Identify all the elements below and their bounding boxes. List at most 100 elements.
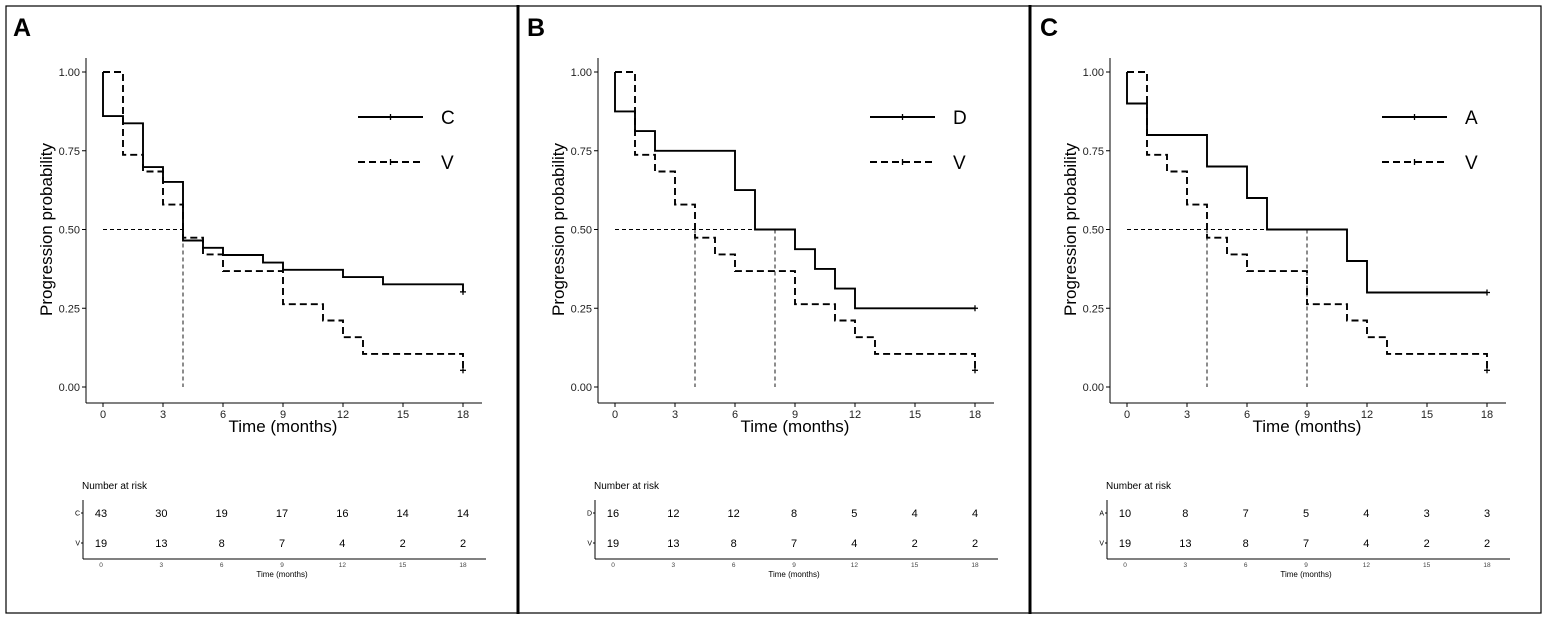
x-tick-label: 18 [457, 409, 469, 421]
panel-a-km-plot: 0.00 0.25 0.50 0.75 1.00 0 3 6 9 12 15 18 Time (mont… [37, 58, 482, 436]
risk-count: 30 [155, 508, 167, 520]
risk-stratum-label: C [75, 511, 80, 518]
y-tick-label: 0.00 [571, 382, 592, 394]
km-curve-v-dashed [1127, 71, 1488, 371]
y-tick-label: 0.25 [1083, 303, 1104, 315]
x-tick-label: 6 [732, 409, 738, 421]
km-curve-v-dashed [615, 71, 976, 371]
risk-table-title: Number at risk [1106, 481, 1172, 492]
risk-count: 8 [1182, 508, 1188, 520]
legend-label: V [1465, 153, 1478, 174]
risk-count: 12 [667, 508, 679, 520]
risk-stratum-label: A [1099, 511, 1104, 518]
panel-b-risk-table: Number at risk D 16 12 12 8 5 4 4 V 19 13 8 7 4 2 2 0 3 6 9 1… [587, 481, 998, 579]
y-tick-label: 1.00 [59, 67, 80, 79]
y-tick-label: 0.75 [571, 146, 592, 158]
risk-x-tick-label: 3 [1184, 562, 1188, 569]
risk-x-axis-title: Time (months) [768, 570, 820, 579]
legend-label: A [1465, 108, 1478, 129]
panel-b-letter: B [527, 14, 545, 42]
risk-x-tick-label: 12 [339, 562, 347, 569]
x-tick-label: 6 [1244, 409, 1250, 421]
risk-count: 19 [607, 538, 619, 550]
panel-a-risk-table: Number at risk C 43 30 19 17 16 14 14 V 19 13 8 7 4 2 2 0… [75, 481, 486, 579]
risk-count: 8 [791, 508, 797, 520]
risk-count: 2 [1424, 538, 1430, 550]
y-axis-title: Progression probability [549, 143, 568, 316]
x-tick-label: 9 [280, 409, 286, 421]
risk-x-tick-label: 18 [971, 562, 979, 569]
risk-x-tick-label: 18 [1483, 562, 1491, 569]
risk-count: 16 [607, 508, 619, 520]
y-tick-label: 0.25 [59, 303, 80, 315]
risk-count: 13 [667, 538, 679, 550]
risk-count: 7 [1243, 508, 1249, 520]
x-tick-label: 3 [672, 409, 678, 421]
x-axis-title: Time (months) [1253, 417, 1362, 436]
x-tick-label: 12 [849, 409, 861, 421]
x-tick-label: 9 [1304, 409, 1310, 421]
x-tick-label: 18 [1481, 409, 1493, 421]
risk-count: 7 [1303, 538, 1309, 550]
risk-count: 10 [1119, 508, 1131, 520]
y-axis-title: Progression probability [37, 143, 56, 316]
risk-count: 7 [279, 538, 285, 550]
risk-count: 5 [1303, 508, 1309, 520]
legend-label: D [953, 108, 967, 129]
risk-stratum-label: D [587, 511, 592, 518]
x-tick-label: 0 [612, 409, 618, 421]
y-tick-label: 1.00 [571, 67, 592, 79]
x-tick-label: 15 [909, 409, 921, 421]
risk-count: 13 [155, 538, 167, 550]
panel-c-risk-table: Number at risk A 10 8 7 5 4 3 3 V 19 13 8 7 4 2 2 0 3 6 9 12 1… [1099, 481, 1510, 579]
km-curve-c-solid [102, 72, 464, 292]
risk-count: 4 [339, 538, 345, 550]
x-axis-title: Time (months) [229, 417, 338, 436]
risk-count: 2 [1484, 538, 1490, 550]
panel-c-km-plot: 0.00 0.25 0.50 0.75 1.00 0 3 6 9 12 15 18 Time (mont… [1061, 58, 1506, 436]
risk-table-title: Number at risk [82, 481, 148, 492]
risk-count: 2 [972, 538, 978, 550]
risk-x-tick-label: 15 [1423, 562, 1431, 569]
y-tick-label: 0.25 [571, 303, 592, 315]
risk-x-tick-label: 9 [792, 562, 796, 569]
risk-count: 3 [1484, 508, 1490, 520]
y-tick-label: 0.50 [59, 225, 80, 237]
panel-c: C 0.00 0.25 0.50 0.75 1.00 0 3 6 9 12 15 18 Time (mo… [1029, 5, 1542, 614]
risk-stratum-label: V [75, 541, 80, 548]
y-tick-label: 0.75 [59, 146, 80, 158]
risk-x-axis-title: Time (months) [256, 570, 308, 579]
risk-x-tick-label: 0 [611, 562, 615, 569]
x-axis-title: Time (months) [741, 417, 850, 436]
risk-x-tick-label: 18 [459, 562, 467, 569]
risk-count: 13 [1179, 538, 1191, 550]
y-tick-label: 0.50 [571, 225, 592, 237]
x-tick-label: 15 [397, 409, 409, 421]
risk-table-title: Number at risk [594, 481, 660, 492]
risk-count: 4 [851, 538, 857, 550]
risk-x-tick-label: 6 [732, 562, 736, 569]
risk-count: 12 [728, 508, 740, 520]
risk-count: 8 [1243, 538, 1249, 550]
risk-count: 8 [219, 538, 225, 550]
x-tick-label: 3 [160, 409, 166, 421]
y-axis-title: Progression probability [1061, 143, 1080, 316]
x-tick-label: 6 [220, 409, 226, 421]
panel-a: A 0.00 0.25 0.50 0.75 1.00 0 3 6 9 12 15 18 Time (mo… [5, 5, 519, 614]
risk-count: 4 [912, 508, 918, 520]
legend-label: V [441, 153, 454, 174]
panel-b-km-plot: 0.00 0.25 0.50 0.75 1.00 0 3 6 9 12 15 18 Time (mont… [549, 58, 994, 436]
risk-x-tick-label: 9 [280, 562, 284, 569]
risk-count: 4 [1363, 508, 1369, 520]
risk-x-tick-label: 6 [220, 562, 224, 569]
risk-x-tick-label: 9 [1304, 562, 1308, 569]
x-tick-label: 3 [1184, 409, 1190, 421]
y-tick-label: 0.00 [59, 382, 80, 394]
x-tick-label: 0 [1124, 409, 1130, 421]
risk-count: 4 [972, 508, 978, 520]
risk-count: 14 [457, 508, 469, 520]
risk-count: 43 [95, 508, 107, 520]
risk-count: 2 [400, 538, 406, 550]
risk-count: 7 [791, 538, 797, 550]
risk-count: 17 [276, 508, 288, 520]
